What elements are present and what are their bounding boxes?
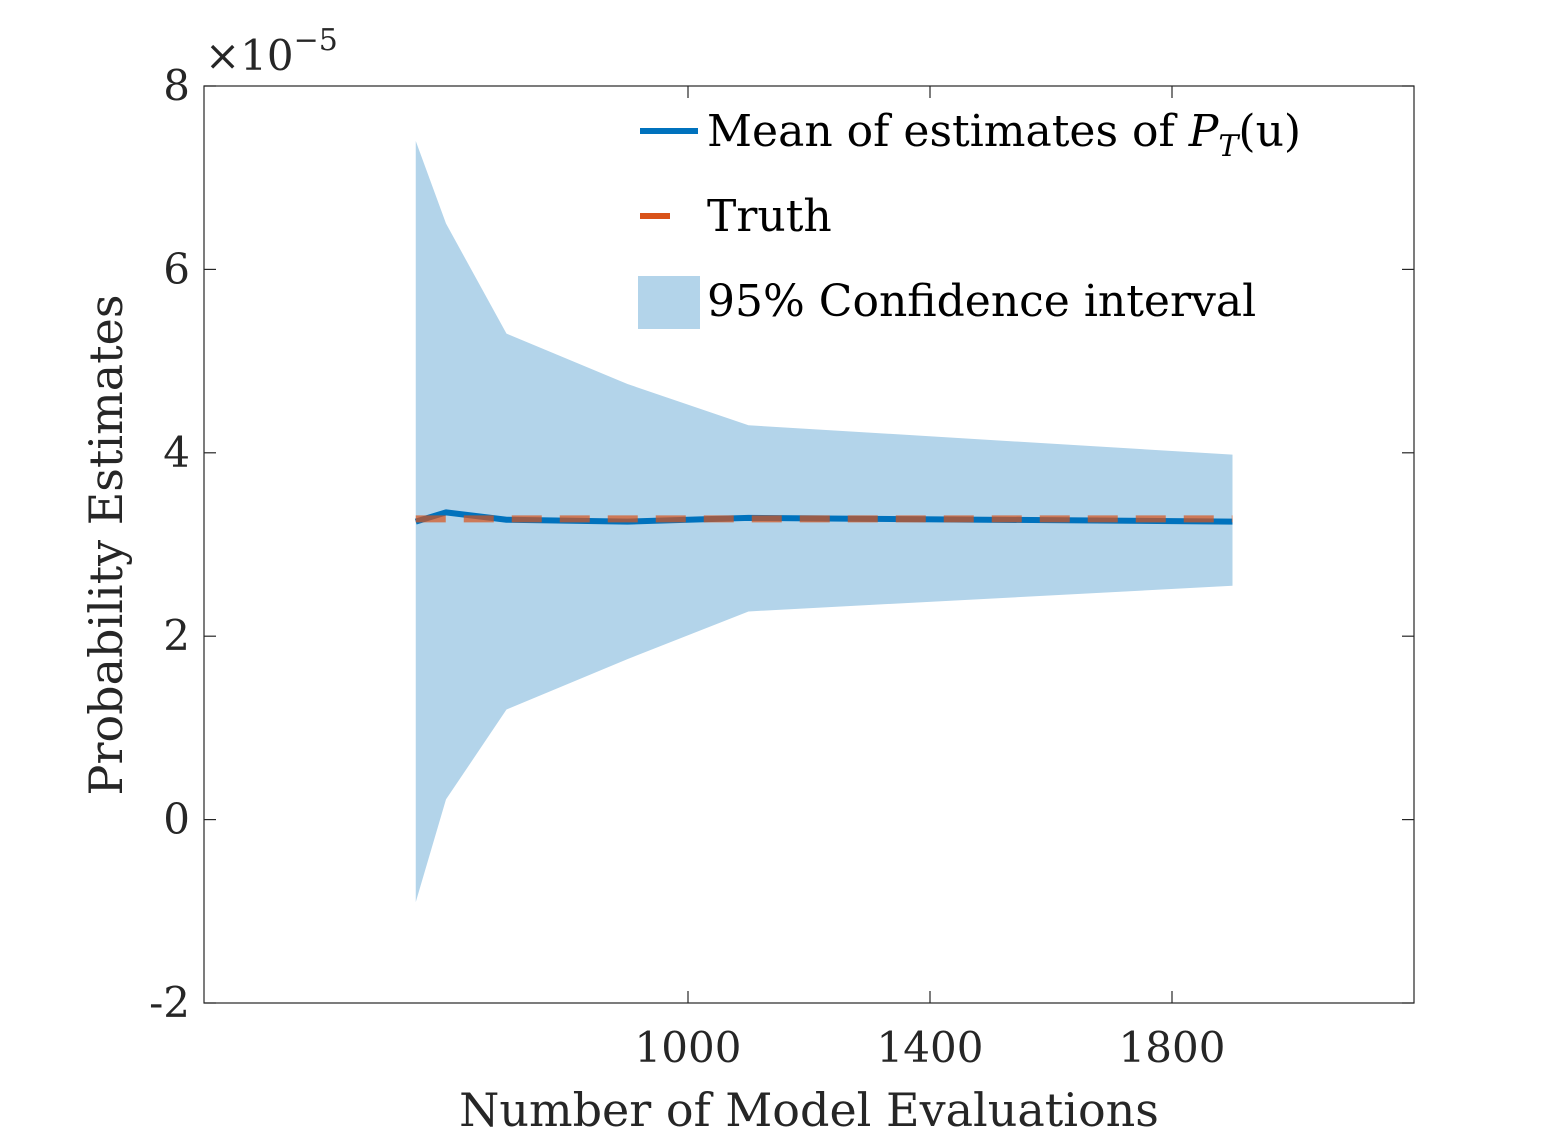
legend-math-p: P bbox=[1188, 106, 1220, 157]
y-tick-label: 8 bbox=[163, 61, 190, 110]
legend-label-mean: Mean of estimates of PT(u) bbox=[707, 106, 1301, 164]
legend-swatch-ci bbox=[638, 276, 700, 329]
legend-label-ci: 95% Confidence interval bbox=[707, 276, 1256, 327]
y-tick-label: 2 bbox=[163, 611, 190, 660]
y-axis-label: Probability Estimates bbox=[79, 295, 133, 796]
legend-label-mean-text: Mean of estimates of bbox=[707, 106, 1189, 157]
y-tick-label: -2 bbox=[149, 978, 190, 1027]
y-tick-label: 0 bbox=[163, 795, 190, 844]
x-tick-label: 1000 bbox=[635, 1023, 742, 1072]
legend-label-truth: Truth bbox=[707, 191, 832, 242]
y-axis-exponent-base: ×10 bbox=[205, 31, 294, 80]
legend-math-tail: (u) bbox=[1238, 106, 1301, 157]
y-tick-label: 4 bbox=[163, 428, 190, 477]
y-axis-exponent: ×10−5 bbox=[205, 23, 338, 80]
axes-box bbox=[203, 85, 1415, 1004]
x-tick-label: 1400 bbox=[877, 1023, 984, 1072]
y-axis-exponent-power: −5 bbox=[294, 23, 338, 58]
legend-math-sub: T bbox=[1218, 129, 1240, 164]
legend: Mean of estimates of PT(u) Truth 95% Con… bbox=[638, 106, 1301, 329]
x-tick-label: 1800 bbox=[1119, 1023, 1226, 1072]
x-axis-label: Number of Model Evaluations bbox=[459, 1083, 1159, 1137]
y-tick-label: 6 bbox=[163, 244, 190, 293]
